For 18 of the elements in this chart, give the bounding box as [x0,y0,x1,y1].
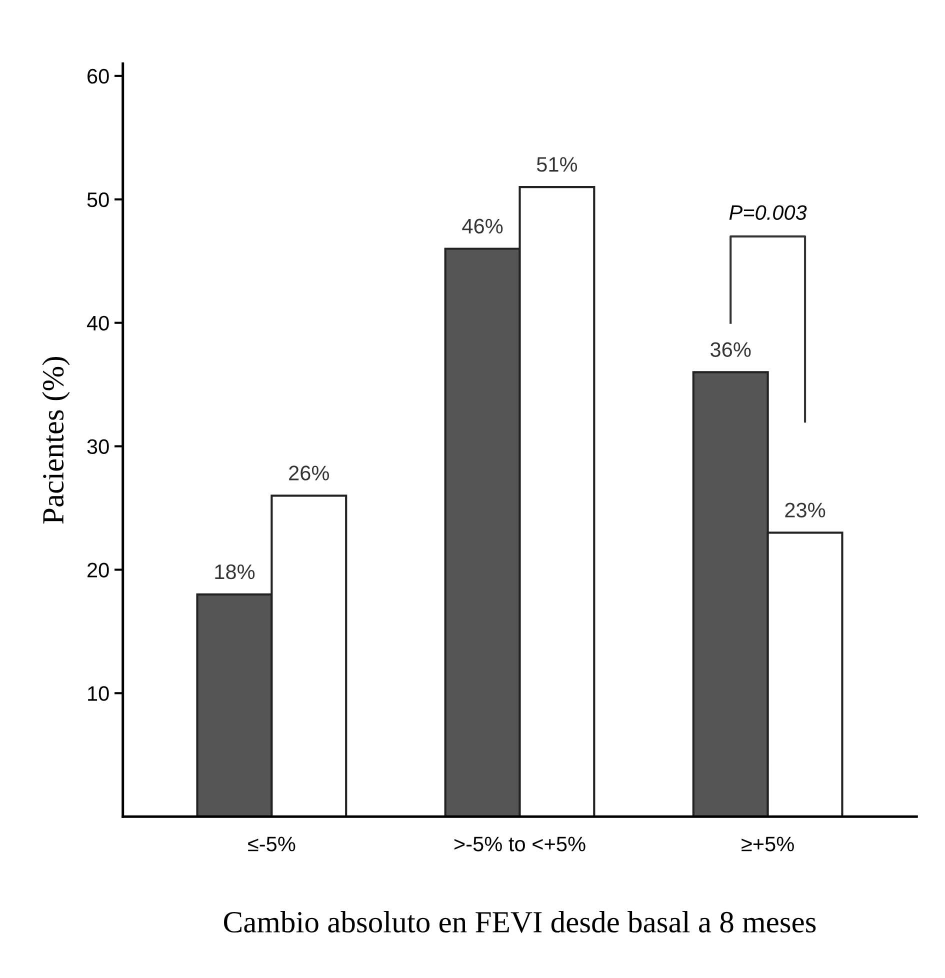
y-tick-label: 60 [88,68,109,84]
data-label: 46% [462,218,503,234]
x-axis-title: Cambio absoluto en FEVI desde basal a 8 meses [224,911,816,933]
data-label: 36% [710,342,751,357]
data-label: 23% [785,502,826,518]
y-tick-label: 50 [87,192,109,208]
y-tick-label: 10 [88,686,109,701]
x-tick-label: ≥+5% [742,836,794,852]
y-tick-label: 20 [88,562,109,578]
data-label: 26% [289,466,330,480]
data-label: 18% [215,564,255,580]
y-tick-label: 40 [86,316,109,331]
x-tick-label: >-5% to <+5% [454,836,586,852]
x-tick-label: ≤-5% [248,836,296,852]
y-axis-title: Pacientes (%) [42,357,70,524]
y-tick-label: 30 [87,439,109,454]
annotation: P=0.003 [729,205,807,220]
data-label: 51% [536,157,578,172]
